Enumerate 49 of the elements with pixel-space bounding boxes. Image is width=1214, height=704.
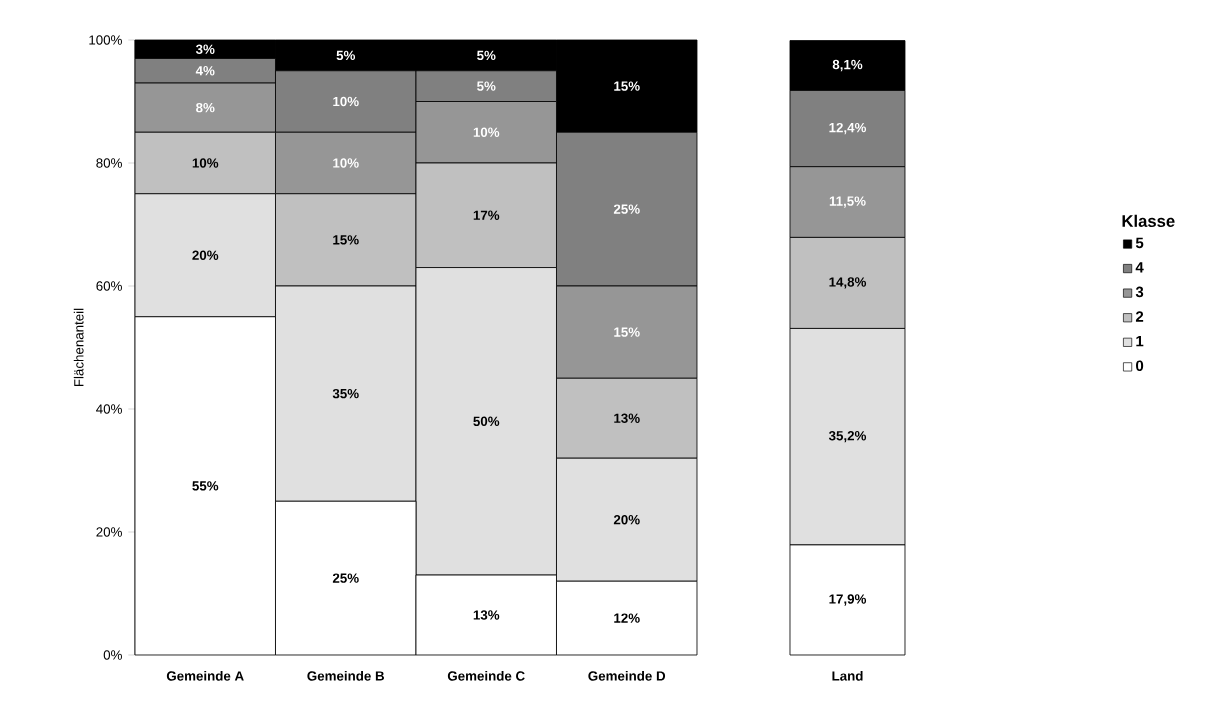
data-label: 11,5%: [829, 196, 866, 208]
data-label: 20%: [192, 250, 219, 260]
data-label: 3%: [195, 44, 215, 54]
data-label: 35%: [332, 388, 359, 399]
data-label: 5%: [477, 81, 496, 91]
data-label: 50%: [473, 416, 500, 427]
data-label: 5%: [336, 50, 356, 61]
data-label: 25%: [332, 573, 359, 583]
data-label: 20%: [613, 514, 640, 525]
data-label: 12,4%: [829, 122, 867, 135]
data-label: 15%: [614, 81, 640, 91]
data-label: 10%: [192, 158, 219, 168]
y-axis-title: Flächenanteil: [73, 308, 84, 387]
data-label: 8%: [196, 102, 215, 113]
y-tick-label: 80%: [96, 158, 122, 168]
y-tick-label: 0%: [103, 650, 122, 660]
data-label: 55%: [192, 481, 219, 491]
legend-label: 3: [1135, 286, 1144, 298]
data-label: 25%: [613, 204, 640, 214]
x-tick-label: Gemeinde A: [166, 670, 244, 681]
legend-title: Klasse: [1122, 214, 1175, 227]
y-tick-label: 20%: [96, 527, 122, 537]
x-tick-label: Gemeinde C: [447, 670, 525, 681]
legend-label: 2: [1135, 311, 1144, 322]
data-label: 14,8%: [829, 277, 867, 289]
data-label: 10%: [333, 96, 359, 107]
y-tick-label: 60%: [96, 281, 122, 291]
y-tick-label: 100%: [89, 35, 122, 45]
x-tick-label: Gemeinde D: [588, 670, 666, 681]
data-label: 15%: [614, 327, 640, 337]
data-label: 15%: [333, 235, 359, 245]
x-tick-label: Gemeinde B: [307, 670, 385, 681]
x-tick-label: Land: [832, 670, 863, 681]
data-label: 13%: [473, 610, 500, 620]
legend-label: 0: [1136, 360, 1144, 372]
legend-label: 1: [1136, 335, 1144, 347]
data-label: 5%: [477, 50, 496, 61]
data-label: 4%: [195, 66, 215, 76]
data-label: 12%: [614, 613, 640, 623]
data-label: 17,9%: [829, 594, 867, 606]
y-tick-label: 40%: [96, 404, 122, 414]
data-label: 13%: [614, 413, 640, 423]
data-label: 35,2%: [828, 431, 867, 443]
data-label: 10%: [333, 158, 359, 168]
data-label: 17%: [473, 210, 500, 220]
legend-label: 5: [1135, 237, 1144, 249]
data-label: 8,1%: [832, 59, 863, 72]
legend-label: 4: [1135, 262, 1144, 273]
data-label: 10%: [473, 127, 500, 137]
